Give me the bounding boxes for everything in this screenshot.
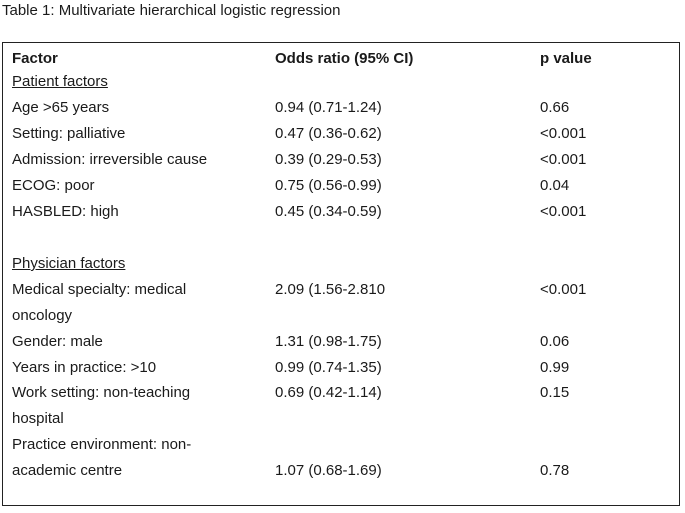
factor-cell: Setting: palliative bbox=[12, 125, 126, 142]
section-label: Physician factors bbox=[12, 255, 126, 272]
odds-ratio-cell: 1.31 (0.98-1.75) bbox=[275, 333, 382, 350]
table-row-continuation: academic centre 1.07 (0.68-1.69) 0.78 bbox=[3, 458, 679, 484]
table-row: Age >65 years 0.94 (0.71-1.24) 0.66 bbox=[3, 95, 679, 121]
factor-cell: Age >65 years bbox=[12, 99, 110, 116]
table-row: Medical specialty: medical 2.09 (1.56-2.… bbox=[3, 277, 679, 303]
table-row: HASBLED: high 0.45 (0.34-0.59) <0.001 bbox=[3, 199, 679, 225]
odds-ratio-cell: 0.69 (0.42-1.14) bbox=[275, 384, 382, 401]
header-factor: Factor bbox=[12, 50, 58, 67]
factor-cell: Work setting: non-teaching bbox=[12, 384, 191, 401]
table-row: Practice environment: non- bbox=[3, 432, 679, 458]
header-p-value: p value bbox=[540, 50, 592, 67]
table-row-continuation: oncology bbox=[3, 303, 679, 329]
table-row-continuation: hospital bbox=[3, 406, 679, 432]
factor-cell: HASBLED: high bbox=[12, 203, 119, 220]
odds-ratio-cell: 0.99 (0.74-1.35) bbox=[275, 359, 382, 376]
table-header-row: Factor Odds ratio (95% CI) p value bbox=[3, 46, 679, 72]
table-row: ECOG: poor 0.75 (0.56-0.99) 0.04 bbox=[3, 173, 679, 199]
p-value-cell: 0.66 bbox=[540, 99, 570, 116]
factor-cell: ECOG: poor bbox=[12, 177, 95, 194]
factor-cell: Admission: irreversible cause bbox=[12, 151, 208, 168]
factor-cell: Practice environment: non- bbox=[12, 436, 192, 453]
p-value-cell: <0.001 bbox=[540, 203, 587, 220]
p-value-cell: <0.001 bbox=[540, 281, 587, 298]
odds-ratio-cell: 0.39 (0.29-0.53) bbox=[275, 151, 382, 168]
odds-ratio-cell: 0.94 (0.71-1.24) bbox=[275, 99, 382, 116]
odds-ratio-cell: 0.75 (0.56-0.99) bbox=[275, 177, 382, 194]
section-label: Patient factors bbox=[12, 73, 108, 90]
p-value-cell: <0.001 bbox=[540, 151, 587, 168]
p-value-cell: 0.15 bbox=[540, 384, 570, 401]
factor-cell-continued: academic centre bbox=[12, 462, 123, 479]
odds-ratio-cell: 0.47 (0.36-0.62) bbox=[275, 125, 382, 142]
odds-ratio-cell: 0.45 (0.34-0.59) bbox=[275, 203, 382, 220]
p-value-cell: <0.001 bbox=[540, 125, 587, 142]
p-value-cell: 0.06 bbox=[540, 333, 570, 350]
table-row: Years in practice: >10 0.99 (0.74-1.35) … bbox=[3, 355, 679, 381]
odds-ratio-cell: 2.09 (1.56-2.810 bbox=[275, 281, 386, 298]
table-caption: Table 1: Multivariate hierarchical logis… bbox=[2, 2, 341, 19]
p-value-cell: 0.78 bbox=[540, 462, 570, 479]
table-row: Setting: palliative 0.47 (0.36-0.62) <0.… bbox=[3, 121, 679, 147]
factor-cell-continued: oncology bbox=[12, 307, 73, 324]
table-row: Work setting: non-teaching 0.69 (0.42-1.… bbox=[3, 380, 679, 406]
factor-cell-continued: hospital bbox=[12, 410, 64, 427]
p-value-cell: 0.99 bbox=[540, 359, 570, 376]
odds-ratio-cell: 1.07 (0.68-1.69) bbox=[275, 462, 382, 479]
factor-cell: Years in practice: >10 bbox=[12, 359, 157, 376]
table-row: Admission: irreversible cause 0.39 (0.29… bbox=[3, 147, 679, 173]
table-row: Gender: male 1.31 (0.98-1.75) 0.06 bbox=[3, 329, 679, 355]
regression-table: Factor Odds ratio (95% CI) p value Patie… bbox=[2, 42, 680, 506]
factor-cell: Gender: male bbox=[12, 333, 103, 350]
header-odds-ratio: Odds ratio (95% CI) bbox=[275, 50, 414, 67]
section-heading-patient: Patient factors bbox=[3, 69, 679, 95]
section-heading-physician: Physician factors bbox=[3, 251, 679, 277]
p-value-cell: 0.04 bbox=[540, 177, 570, 194]
factor-cell: Medical specialty: medical bbox=[12, 281, 187, 298]
